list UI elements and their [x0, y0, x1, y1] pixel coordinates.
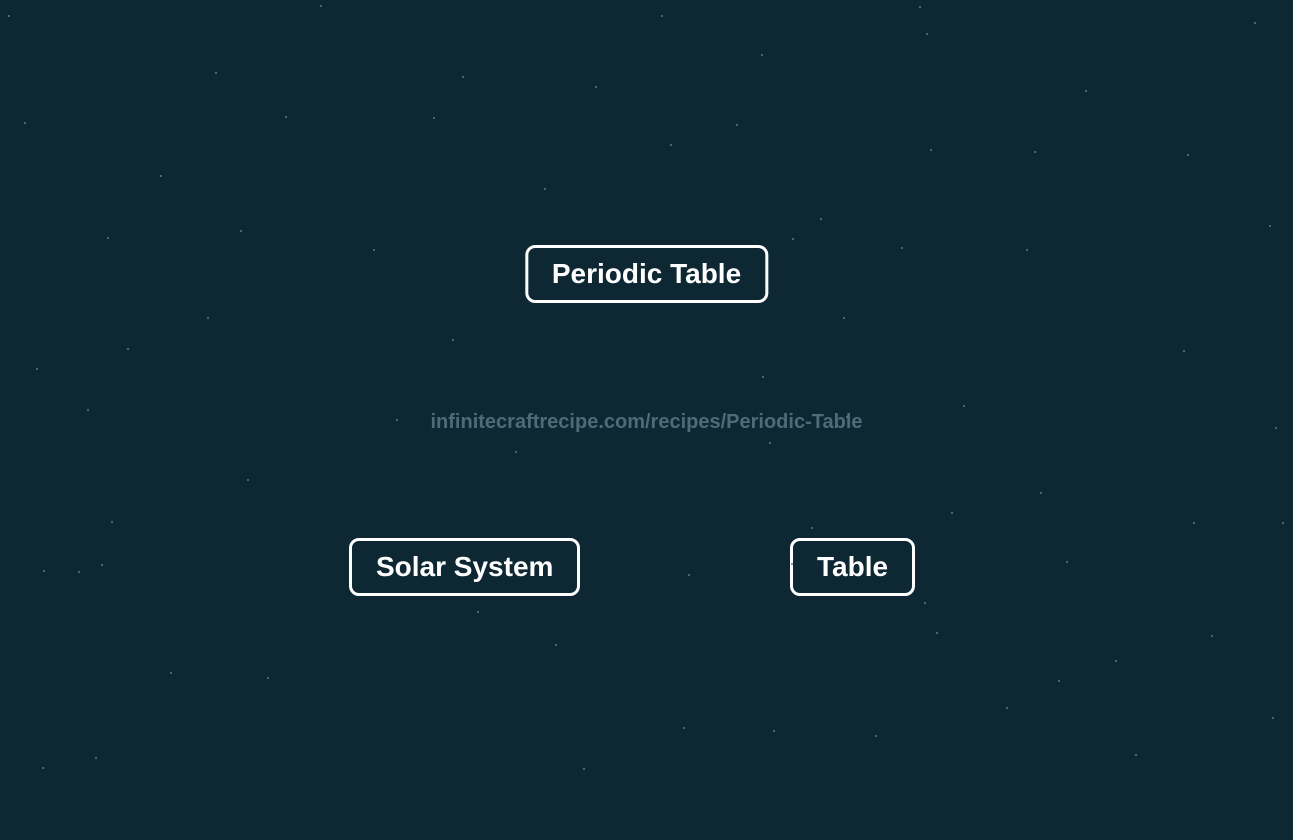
- star: [919, 6, 921, 8]
- star: [1115, 660, 1117, 662]
- star: [762, 376, 764, 378]
- star: [901, 247, 903, 249]
- star: [1066, 561, 1068, 563]
- star: [160, 175, 162, 177]
- star: [846, 416, 848, 418]
- star: [1269, 225, 1271, 227]
- star: [1272, 717, 1274, 719]
- star: [951, 512, 953, 514]
- star: [240, 230, 242, 232]
- star: [1040, 492, 1042, 494]
- star: [267, 677, 269, 679]
- star: [1282, 522, 1284, 524]
- star: [452, 339, 454, 341]
- star: [811, 527, 813, 529]
- star: [42, 767, 44, 769]
- result-label: Periodic Table: [552, 258, 741, 289]
- star: [670, 144, 672, 146]
- recipe-canvas: Periodic Table infinitecraftrecipe.com/r…: [0, 0, 1293, 840]
- star: [736, 124, 738, 126]
- star: [433, 117, 435, 119]
- ingredient-left-element[interactable]: Solar System: [349, 538, 580, 596]
- star: [43, 570, 45, 572]
- star: [1034, 151, 1036, 153]
- star: [930, 149, 932, 151]
- ingredient-right-element[interactable]: Table: [790, 538, 915, 596]
- star: [544, 188, 546, 190]
- star: [769, 442, 771, 444]
- star: [1211, 635, 1213, 637]
- star: [875, 735, 877, 737]
- star: [111, 521, 113, 523]
- star: [1187, 154, 1189, 156]
- star: [683, 727, 685, 729]
- star: [1135, 754, 1137, 756]
- star: [792, 238, 794, 240]
- star: [515, 451, 517, 453]
- star: [477, 611, 479, 613]
- star: [95, 757, 97, 759]
- star: [107, 237, 109, 239]
- star: [688, 574, 690, 576]
- star: [936, 632, 938, 634]
- star: [791, 563, 793, 565]
- star: [36, 368, 38, 370]
- star: [8, 15, 10, 17]
- star: [1193, 522, 1195, 524]
- star: [583, 768, 585, 770]
- star: [462, 76, 464, 78]
- star: [924, 602, 926, 604]
- star: [396, 419, 398, 421]
- star: [24, 122, 26, 124]
- star: [926, 33, 928, 35]
- star: [1254, 22, 1256, 24]
- star: [761, 54, 763, 56]
- star: [101, 564, 103, 566]
- star: [373, 249, 375, 251]
- ingredient-left-label: Solar System: [376, 551, 553, 582]
- star: [555, 644, 557, 646]
- star: [87, 409, 89, 411]
- star: [963, 405, 965, 407]
- star: [1183, 350, 1185, 352]
- star: [215, 72, 217, 74]
- star: [127, 348, 129, 350]
- star: [1058, 680, 1060, 682]
- recipe-url: infinitecraftrecipe.com/recipes/Periodic…: [431, 411, 863, 434]
- star: [170, 672, 172, 674]
- star: [1006, 707, 1008, 709]
- star: [320, 5, 322, 7]
- star: [595, 86, 597, 88]
- star: [78, 571, 80, 573]
- star: [247, 479, 249, 481]
- star: [661, 15, 663, 17]
- star: [207, 317, 209, 319]
- ingredient-right-label: Table: [817, 551, 888, 582]
- star: [843, 317, 845, 319]
- star: [773, 730, 775, 732]
- star: [1026, 249, 1028, 251]
- star: [285, 116, 287, 118]
- star: [820, 218, 822, 220]
- star: [1275, 427, 1277, 429]
- star: [1085, 90, 1087, 92]
- result-element[interactable]: Periodic Table: [525, 245, 768, 303]
